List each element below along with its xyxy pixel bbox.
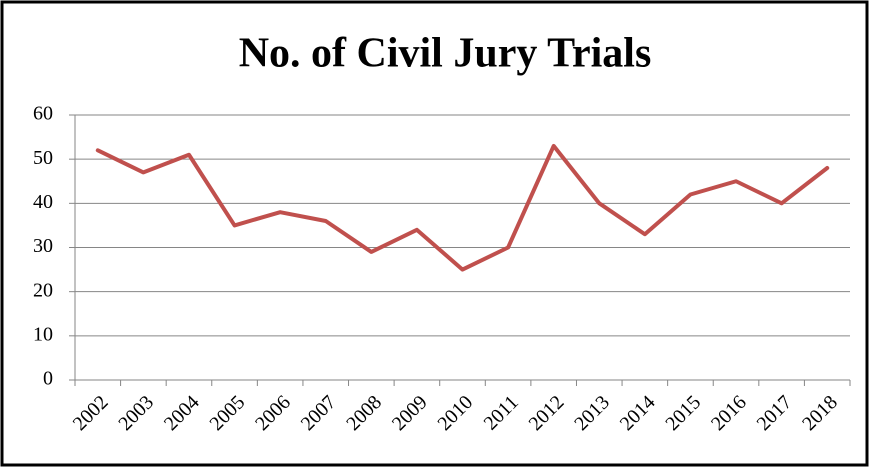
y-tick-label: 60 [33, 103, 53, 125]
y-tick-label: 30 [33, 235, 53, 257]
y-tick-label: 10 [33, 323, 53, 345]
chart-title: No. of Civil Jury Trials [239, 31, 652, 77]
y-tick-label: 0 [43, 368, 53, 390]
y-tick-label: 40 [33, 191, 53, 213]
data-line [95, 143, 830, 272]
y-tick-label: 50 [33, 147, 53, 169]
y-tick-label: 20 [33, 279, 53, 301]
